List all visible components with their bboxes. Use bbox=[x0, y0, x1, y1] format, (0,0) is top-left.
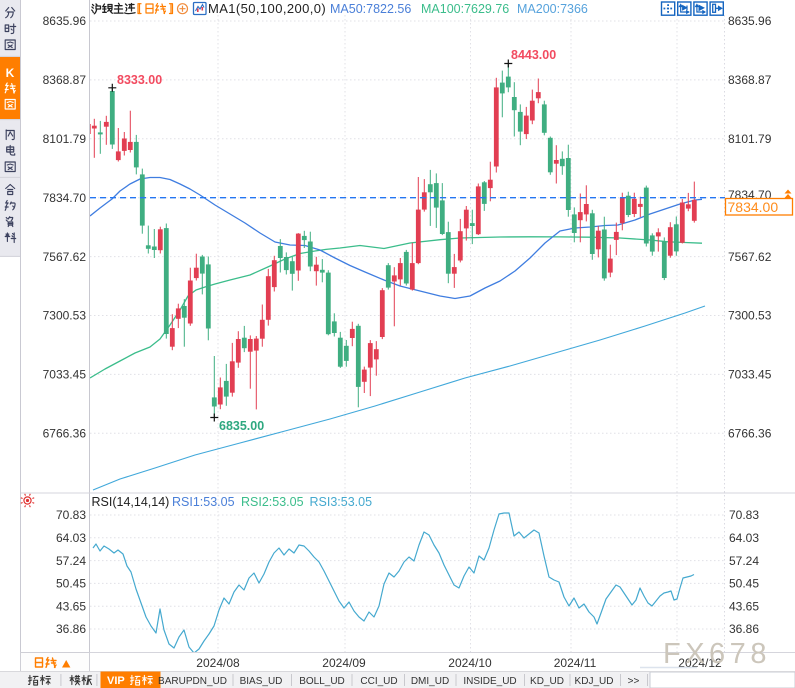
svg-text:6766.36: 6766.36 bbox=[43, 427, 87, 441]
svg-text:2024/08: 2024/08 bbox=[196, 656, 240, 670]
svg-text:7300.53: 7300.53 bbox=[43, 309, 87, 323]
svg-text:50.45: 50.45 bbox=[729, 577, 759, 591]
svg-text:BIAS_UD: BIAS_UD bbox=[240, 676, 283, 687]
svg-text:7033.45: 7033.45 bbox=[43, 368, 87, 382]
svg-text:64.03: 64.03 bbox=[729, 531, 759, 545]
svg-text:57.24: 57.24 bbox=[56, 554, 86, 568]
svg-text:KD_UD: KD_UD bbox=[530, 676, 564, 687]
svg-text:7834.00: 7834.00 bbox=[728, 199, 779, 215]
svg-text:7567.62: 7567.62 bbox=[728, 250, 772, 264]
svg-text:MA50:7822.56: MA50:7822.56 bbox=[330, 2, 411, 16]
svg-text:8368.87: 8368.87 bbox=[728, 73, 772, 87]
svg-text:2024/10: 2024/10 bbox=[448, 656, 492, 670]
svg-text:VIP: VIP bbox=[107, 675, 125, 687]
svg-text:43.65: 43.65 bbox=[56, 599, 86, 613]
svg-text:36.86: 36.86 bbox=[729, 622, 759, 636]
svg-text:MA1(50,100,200,0): MA1(50,100,200,0) bbox=[208, 1, 326, 16]
svg-text:43.65: 43.65 bbox=[729, 599, 759, 613]
svg-text:6766.36: 6766.36 bbox=[728, 427, 772, 441]
svg-text:8368.87: 8368.87 bbox=[43, 73, 87, 87]
svg-text:57.24: 57.24 bbox=[729, 554, 759, 568]
svg-text:8101.79: 8101.79 bbox=[728, 132, 772, 146]
svg-text:BARUPDN_UD: BARUPDN_UD bbox=[158, 676, 227, 687]
svg-text:BOLL_UD: BOLL_UD bbox=[299, 676, 345, 687]
svg-text:8443.00: 8443.00 bbox=[511, 48, 556, 62]
svg-text:8635.96: 8635.96 bbox=[43, 14, 87, 28]
svg-text:KDJ_UD: KDJ_UD bbox=[575, 676, 614, 687]
svg-text:7033.45: 7033.45 bbox=[728, 368, 772, 382]
svg-text:6835.00: 6835.00 bbox=[219, 419, 264, 433]
svg-text:RSI2:53.05: RSI2:53.05 bbox=[241, 495, 304, 509]
svg-text:7567.62: 7567.62 bbox=[43, 250, 87, 264]
svg-text:70.83: 70.83 bbox=[729, 508, 759, 522]
svg-text:RSI(14,14,14): RSI(14,14,14) bbox=[92, 495, 170, 509]
svg-text:8333.00: 8333.00 bbox=[117, 73, 162, 87]
svg-text:MA100:7629.76: MA100:7629.76 bbox=[421, 2, 509, 16]
svg-text:8635.96: 8635.96 bbox=[728, 14, 772, 28]
svg-text:RSI3:53.05: RSI3:53.05 bbox=[310, 495, 373, 509]
svg-text:50.45: 50.45 bbox=[56, 577, 86, 591]
svg-text:64.03: 64.03 bbox=[56, 531, 86, 545]
svg-text:7834.70: 7834.70 bbox=[43, 191, 87, 205]
svg-text:2024/09: 2024/09 bbox=[322, 656, 366, 670]
svg-text:RSI1:53.05: RSI1:53.05 bbox=[172, 495, 235, 509]
svg-text:>>: >> bbox=[628, 676, 640, 687]
svg-text:CCI_UD: CCI_UD bbox=[360, 676, 397, 687]
svg-text:MA200:7366: MA200:7366 bbox=[517, 2, 588, 16]
svg-text:2024/12: 2024/12 bbox=[678, 656, 722, 670]
svg-text:36.86: 36.86 bbox=[56, 622, 86, 636]
svg-text:8101.79: 8101.79 bbox=[43, 132, 87, 146]
svg-text:2024/11: 2024/11 bbox=[554, 656, 597, 670]
svg-text:70.83: 70.83 bbox=[56, 508, 86, 522]
svg-text:K: K bbox=[6, 66, 15, 80]
svg-text:FX678: FX678 bbox=[663, 638, 771, 670]
svg-text:DMI_UD: DMI_UD bbox=[411, 676, 449, 687]
svg-text:7300.53: 7300.53 bbox=[728, 309, 772, 323]
svg-text:INSIDE_UD: INSIDE_UD bbox=[463, 676, 516, 687]
